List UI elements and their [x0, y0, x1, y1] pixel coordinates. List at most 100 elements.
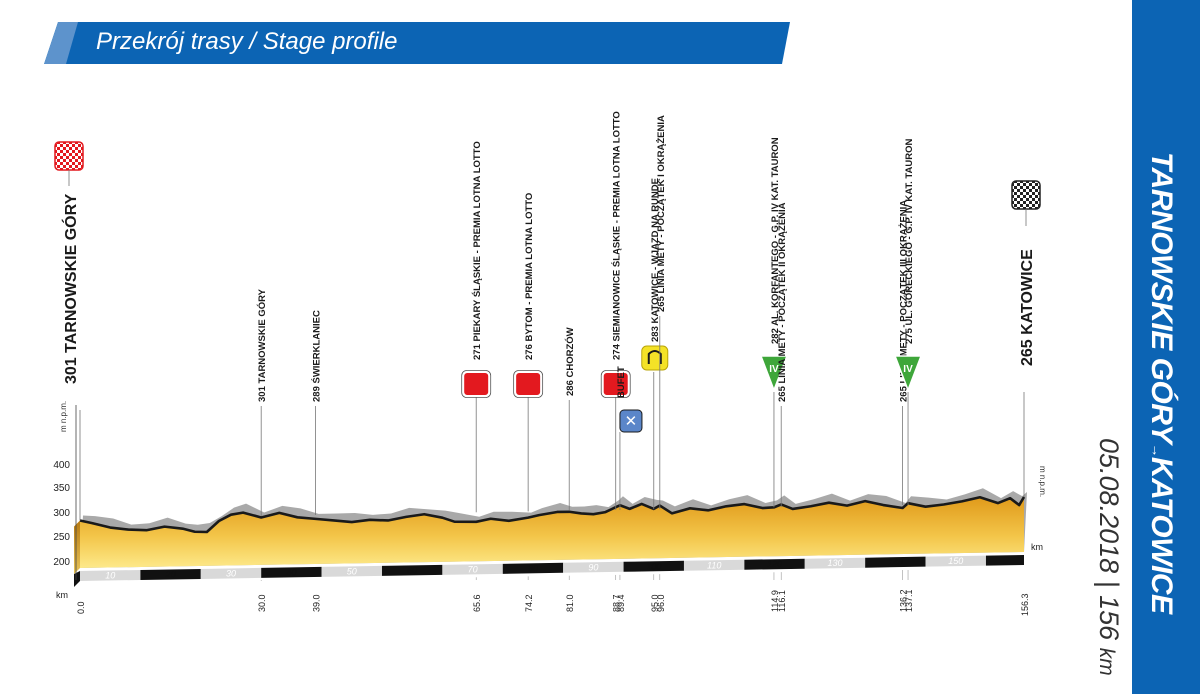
waypoint-km-label: 136.2: [899, 589, 909, 612]
waypoint-label: BUFET: [616, 366, 627, 398]
waypoint-label: 289 ŚWIERKLANIEC: [311, 310, 323, 402]
sprint-marker-icon: [462, 371, 491, 397]
finish-label: 265 KATOWICE: [1019, 249, 1036, 366]
km-tick-label: 30: [226, 568, 236, 578]
sprint-marker-outline: [513, 370, 544, 398]
km-ruler-end: [74, 571, 80, 587]
sprint-marker-outline: [600, 370, 631, 398]
km-tick-label: 70: [468, 564, 478, 574]
route-title: TARNOWSKIE GÓRY→KATOWICE: [1144, 152, 1178, 613]
x-axis-right-label: km: [1031, 542, 1043, 552]
bufet-marker-icon: [619, 409, 643, 433]
waypoint-label: 265 LINIA METY - POCZĄTEK I OKRĄŻENIA: [656, 115, 667, 312]
route-separator: →: [1149, 443, 1165, 457]
profile-area: [80, 497, 1024, 568]
finish-km-label: 156.3: [1020, 593, 1030, 616]
waypoint-label: 286 CHORZÓW: [564, 327, 576, 396]
y-tick-label: 300: [53, 508, 70, 519]
waypoint-km-label: 74.2: [524, 594, 534, 612]
route-date-distance: 05.08.2018 | 156 km: [1093, 438, 1124, 676]
waypoint-km-label: 89.4: [616, 594, 626, 612]
y-axis-right-label: m n.p.m.: [1038, 466, 1047, 497]
waypoint-km-label: 65.6: [472, 594, 482, 612]
waypoint-label: 276 BYTOM - PREMIA LOTNA LOTTO: [524, 193, 535, 360]
waypoint-label: 283 KATOWICE - WJAZD NA RUNDĘ: [650, 178, 661, 342]
waypoint-label: 274 SIEMIANOWICE ŚLĄSKIE - PREMIA LOTNA …: [611, 111, 623, 360]
waypoint-km-label: 116.1: [777, 590, 787, 612]
waypoint-label: 301 TARNOWSKIE GÓRY: [256, 288, 268, 402]
kom-marker-icon: [760, 355, 788, 391]
km-ruler-segment: [502, 562, 564, 574]
km-ruler-segment: [261, 566, 322, 578]
route-side-band: [1132, 0, 1200, 694]
sprint-marker-icon: [601, 371, 630, 397]
page-title: Przekrój trasy / Stage profile: [96, 28, 398, 55]
profile-line: [79, 495, 1026, 534]
y-tick-label: 250: [53, 532, 70, 543]
waypoint-km-label: 30.0: [257, 594, 267, 612]
km-tick-label: 150: [948, 556, 963, 566]
waypoint-km-label: 95.0: [650, 594, 660, 612]
y-tick-label: 350: [53, 483, 70, 494]
km-tick-label: 10: [105, 570, 115, 580]
y-tick-label: 200: [53, 557, 70, 568]
km-ruler-segment: [683, 559, 745, 571]
km-tick-label: 90: [588, 562, 598, 572]
km-ruler-segment: [804, 557, 866, 569]
waypoint-km-label: 81.0: [565, 594, 575, 612]
km-ruler-segment: [563, 561, 624, 573]
km-tick-label: 130: [827, 558, 842, 568]
km-tick-label: 80: [528, 563, 538, 573]
waypoint-label: 271 PIEKARY ŚLĄSKIE - PREMIA LOTNA LOTTO: [471, 141, 483, 360]
route-distance-unit: km: [1095, 647, 1118, 676]
km-ruler-segment: [865, 556, 926, 568]
x-axis-label: km: [56, 590, 68, 600]
waypoint-km-label: 114.9: [770, 590, 780, 612]
km-ruler-segment: [200, 567, 262, 579]
km-tick-label: 40: [286, 567, 296, 577]
km-tick-label: 100: [646, 561, 661, 571]
waypoint-label: 265 LINIA METY - POCZĄTEK II OKRĄŻENIA: [777, 202, 788, 402]
km-ruler-segment: [321, 565, 382, 577]
km-tick-label: 20: [165, 569, 176, 579]
route-start: TARNOWSKIE GÓRY: [1145, 152, 1178, 444]
profile-side: [74, 520, 80, 574]
km-tick-label: 140: [888, 557, 903, 567]
kom-category-label: IV: [769, 364, 779, 375]
circuit-arrow-icon: [647, 350, 662, 364]
sprint-marker-outline: [461, 370, 492, 398]
y-axis-label: m n.p.m.: [59, 401, 68, 432]
start-flag-icon: [54, 141, 84, 171]
km-tick-label: 60: [407, 565, 417, 575]
km-ruler-segment: [744, 558, 805, 570]
circuit-marker-icon: [641, 345, 669, 371]
kom-marker-icon: [894, 355, 922, 391]
km-ruler-segment: [925, 555, 986, 567]
km-ruler-segment: [80, 569, 141, 581]
waypoint-km-label: 96.0: [656, 594, 666, 612]
waypoint-km-label: 39.0: [312, 594, 322, 612]
start-label: 301 TARNOWSKIE GÓRY: [61, 193, 80, 384]
waypoint-label: 282 AL. KORFANTEGO - G.P. IV KAT. TAURON: [770, 137, 781, 344]
route-finish: KATOWICE: [1145, 456, 1178, 614]
waypoint-label: 275 UL. GÓRECKIEGO - G.P. IV KAT. TAURON: [903, 139, 915, 344]
km-ruler-segment: [623, 560, 684, 572]
finish-flag-icon: [1011, 180, 1041, 210]
y-tick-label: 400: [53, 460, 70, 471]
header-banner: [44, 22, 790, 64]
kom-category-label: IV: [903, 364, 913, 375]
waypoint-km-label: 137.1: [904, 589, 914, 612]
start-km-label: 0.0: [76, 601, 86, 614]
sprint-marker-icon: [514, 371, 543, 397]
km-ruler-segment: [985, 555, 1024, 566]
bufet-glyph: ✕: [625, 413, 638, 430]
waypoint-km-label: 88.7: [612, 594, 622, 612]
km-ruler-segment: [140, 568, 201, 580]
km-ruler-segment: [381, 564, 443, 576]
km-ruler-segment: [442, 563, 503, 575]
km-tick-label: 120: [767, 559, 782, 569]
km-tick-label: 50: [347, 566, 357, 576]
km-tick-label: 110: [707, 560, 721, 570]
route-date: 05.08.2018 | 156: [1094, 438, 1124, 641]
stage-profile-chart: 10 20 30 40 50 60 70 80 90 100 110 120 130 140 150 400 3…: [53, 111, 1047, 616]
